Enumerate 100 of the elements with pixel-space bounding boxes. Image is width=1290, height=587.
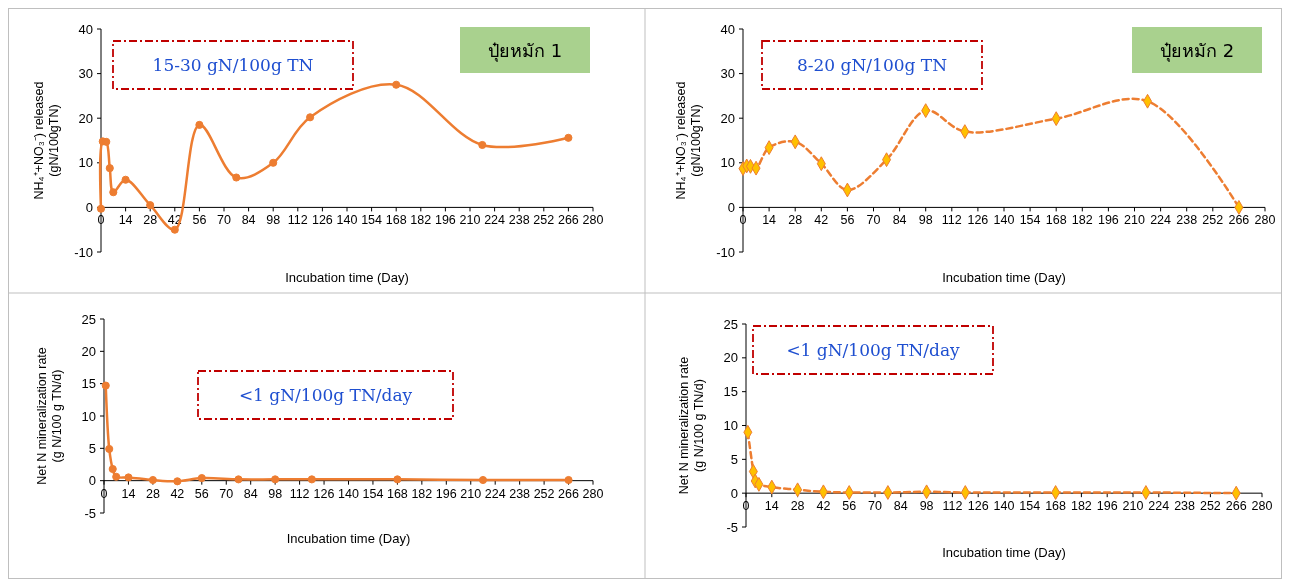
y-axis-title: NH₄⁺+NO₃⁻) released (gN/100gTN) (32, 81, 61, 200)
x-tick-label: 266 (1228, 213, 1250, 228)
x-tick-label: 280 (1254, 213, 1276, 228)
annotation: 15-30 gN/100g TN (152, 55, 314, 75)
x-tick-label: 42 (816, 499, 831, 514)
y-tick-label: 20 (720, 110, 735, 126)
x-tick-label: 182 (410, 213, 432, 228)
x-tick-label: 70 (866, 213, 881, 228)
y-axis-title: Net N mineralization rate (g N/100 g TN/d) (677, 356, 706, 495)
x-tick-label: 154 (361, 213, 383, 228)
x-tick-label: 266 (1225, 499, 1247, 514)
x-tick-label: 196 (435, 486, 457, 501)
y-tick-label: 5 (88, 440, 96, 456)
x-tick-label: 126 (313, 486, 335, 501)
y-axis-title: Net N mineralization rate (g N/100 g TN/d) (35, 347, 64, 485)
y-tick-label: 30 (720, 66, 735, 82)
x-tick-label: 70 (868, 499, 882, 514)
x-tick-label: 98 (919, 499, 934, 514)
x-tick-label: 112 (289, 486, 310, 501)
x-tick-label: 154 (362, 486, 384, 501)
y-tick-label: 25 (723, 316, 738, 332)
x-tick-label: 140 (993, 499, 1015, 514)
x-tick-label: 224 (1148, 499, 1170, 514)
y-tick-label: 15 (723, 384, 738, 400)
y-tick-label: 40 (78, 21, 93, 37)
x-tick-label: 98 (266, 213, 281, 228)
y-axis-title: NH₄⁺+NO₃⁻) released (gN/100gTN) (674, 81, 703, 200)
x-tick-label: 196 (1097, 213, 1119, 228)
y-tick-label: -5 (726, 519, 738, 535)
y-tick-label: 25 (81, 311, 96, 327)
x-tick-label: 28 (788, 213, 803, 228)
x-axis-title: Incubation time (Day) (942, 545, 1066, 560)
x-axis-title: Incubation time (Day) (285, 270, 409, 285)
y-tick-label: 15 (81, 376, 96, 392)
x-tick-label: 140 (338, 486, 359, 501)
x-tick-label: 84 (241, 213, 256, 228)
x-tick-label: 238 (1174, 499, 1196, 514)
annotation: <1 gN/100g TN/day (238, 385, 413, 405)
y-tick-label: -5 (84, 505, 96, 521)
y-tick-label: 0 (88, 473, 96, 489)
x-tick-label: 70 (219, 486, 234, 501)
x-tick-label: 252 (533, 486, 555, 501)
x-tick-label: 224 (484, 213, 506, 228)
x-tick-label: 56 (842, 499, 857, 514)
y-tick-label: 20 (78, 110, 93, 126)
y-tick-label: 10 (78, 155, 93, 171)
x-axis-title: Incubation time (Day) (286, 531, 411, 546)
x-tick-label: 84 (243, 486, 258, 501)
x-tick-label: 0 (742, 499, 750, 514)
x-tick-label: 112 (942, 499, 963, 514)
x-tick-label: 280 (582, 486, 604, 501)
x-tick-label: 112 (941, 213, 962, 228)
x-tick-label: 42 (814, 213, 829, 228)
x-tick-label: 168 (1045, 213, 1067, 228)
x-tick-label: 14 (118, 213, 133, 228)
x-tick-label: 56 (840, 213, 855, 228)
x-tick-label: 168 (1045, 499, 1067, 514)
y-tick-label: -10 (716, 244, 735, 260)
x-tick-label: 14 (121, 486, 136, 501)
annotation: 8-20 gN/100g TN (796, 55, 948, 75)
x-tick-label: 28 (790, 499, 805, 514)
x-tick-label: 28 (143, 213, 158, 228)
x-tick-label: 210 (1122, 499, 1144, 514)
x-tick-label: 168 (385, 213, 407, 228)
x-tick-label: 0 (100, 486, 108, 501)
annotation: <1 gN/100g TN/day (786, 340, 961, 360)
x-tick-label: 28 (145, 486, 160, 501)
y-tick-label: 10 (720, 155, 735, 171)
x-tick-label: 14 (762, 213, 777, 228)
x-tick-label: 266 (558, 486, 580, 501)
x-tick-label: 168 (386, 486, 408, 501)
x-tick-label: 224 (1150, 213, 1172, 228)
x-tick-label: 196 (434, 213, 456, 228)
x-tick-label: 98 (918, 213, 933, 228)
y-tick-label: 0 (727, 199, 735, 215)
y-tick-label: 20 (81, 343, 96, 359)
y-tick-label: -10 (74, 244, 93, 260)
x-tick-label: 280 (1251, 499, 1273, 514)
x-tick-label: 210 (460, 486, 482, 501)
x-tick-label: 154 (1019, 499, 1041, 514)
x-tick-label: 84 (892, 213, 907, 228)
x-tick-label: 280 (582, 213, 604, 228)
y-tick-label: 30 (78, 66, 93, 82)
text: ปุ๋ยหมัก 1 (487, 40, 563, 62)
x-tick-label: 84 (893, 499, 908, 514)
x-tick-label: 182 (411, 486, 433, 501)
x-tick-label: 196 (1096, 499, 1118, 514)
y-tick-label: 20 (723, 350, 738, 366)
x-tick-label: 210 (459, 213, 481, 228)
y-tick-label: 10 (81, 408, 96, 424)
x-tick-label: 70 (217, 213, 231, 228)
x-tick-label: 252 (533, 213, 555, 228)
y-tick-label: 0 (85, 199, 93, 215)
x-tick-label: 140 (336, 213, 358, 228)
y-tick-label: 10 (723, 418, 738, 434)
x-tick-label: 126 (967, 499, 989, 514)
x-tick-label: 252 (1202, 213, 1224, 228)
text: ปุ๋ยหมัก 2 (1159, 40, 1235, 62)
x-tick-label: 14 (764, 499, 779, 514)
x-tick-label: 182 (1071, 213, 1093, 228)
